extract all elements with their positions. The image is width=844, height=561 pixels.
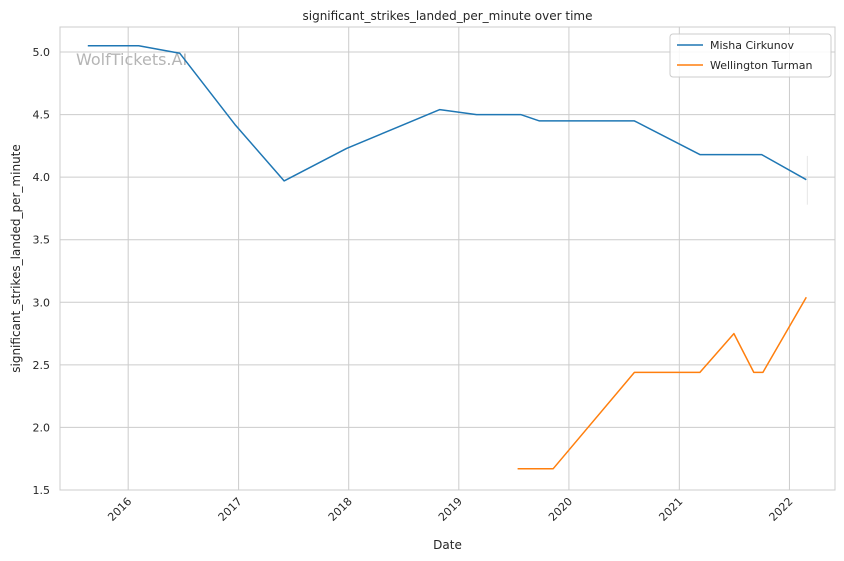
x-tick-label: 2017	[216, 495, 245, 524]
y-tick-label: 3.0	[33, 296, 51, 309]
legend: Misha Cirkunov Wellington Turman	[669, 33, 832, 78]
x-axis: 2016 2017 2018 2019 2020 2021 2022	[105, 495, 795, 524]
x-tick-label: 2021	[656, 495, 685, 524]
chart-title: significant_strikes_landed_per_minute ov…	[302, 9, 592, 23]
y-tick-label: 3.5	[33, 234, 51, 247]
y-tick-label: 2.5	[33, 359, 51, 372]
y-axis: 1.5 2.0 2.5 3.0 3.5 4.0 4.5 5.0	[33, 46, 51, 497]
y-tick-label: 4.5	[33, 109, 51, 122]
x-tick-label: 2018	[326, 495, 355, 524]
x-tick-label: 2016	[105, 495, 134, 524]
y-tick-label: 1.5	[33, 484, 51, 497]
y-axis-title: significant_strikes_landed_per_minute	[9, 144, 23, 373]
series-line-wellington-turman	[517, 296, 807, 470]
x-axis-title: Date	[433, 538, 462, 552]
x-tick-label: 2020	[546, 495, 575, 524]
legend-label: Wellington Turman	[710, 59, 812, 72]
y-tick-label: 4.0	[33, 171, 51, 184]
x-tick-label: 2019	[436, 495, 465, 524]
watermark-text: WolfTickets.AI	[76, 50, 187, 69]
x-tick-label: 2022	[767, 495, 796, 524]
y-tick-label: 5.0	[33, 46, 51, 59]
y-tick-label: 2.0	[33, 421, 51, 434]
legend-label: Misha Cirkunov	[710, 39, 794, 52]
series-line-misha-cirkunov	[87, 45, 807, 182]
grid-lines	[60, 27, 835, 491]
series-layer	[87, 45, 807, 470]
legend-box	[669, 33, 832, 78]
plot-area	[59, 26, 836, 491]
